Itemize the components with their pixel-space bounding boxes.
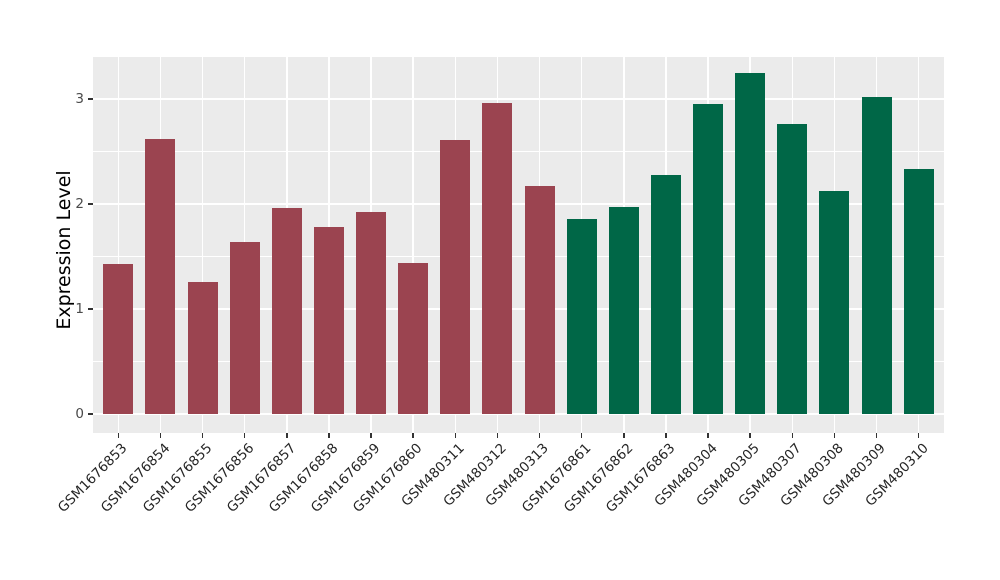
- x-tick-mark: [243, 433, 246, 438]
- major-gridline: [93, 98, 944, 100]
- bar-GSM480309: [861, 96, 892, 414]
- x-tick-mark: [328, 433, 330, 438]
- minor-gridline: [93, 151, 944, 152]
- bar-GSM1676856: [229, 241, 260, 414]
- y-axis-title: Expression Level: [53, 170, 75, 330]
- bar-GSM480307: [777, 124, 808, 414]
- bar-GSM480304: [693, 104, 724, 414]
- x-tick-mark: [749, 433, 751, 438]
- bar-GSM1676854: [145, 138, 176, 414]
- vertical-gridline: [117, 57, 120, 433]
- x-tick-mark: [201, 433, 204, 438]
- bar-GSM480311: [440, 139, 471, 414]
- y-tick-label: 1: [75, 301, 84, 317]
- major-gridline: [93, 203, 944, 205]
- y-tick-label: 3: [75, 91, 84, 107]
- major-gridline: [93, 413, 944, 415]
- y-tick-mark: [88, 413, 93, 415]
- x-tick-mark: [875, 433, 878, 438]
- bar-GSM1676863: [650, 174, 681, 414]
- bar-GSM1676858: [313, 227, 344, 414]
- x-tick-mark: [791, 433, 794, 438]
- x-tick-mark: [370, 433, 372, 438]
- bar-GSM1676860: [398, 262, 429, 414]
- bar-GSM1676855: [187, 281, 218, 414]
- y-tick-mark: [88, 308, 93, 310]
- x-tick-mark: [917, 433, 920, 438]
- bar-GSM1676861: [566, 218, 597, 414]
- x-tick-mark: [623, 433, 625, 438]
- bar-GSM480313: [524, 186, 555, 414]
- x-tick-mark: [454, 433, 457, 438]
- bar-GSM1676862: [608, 207, 639, 414]
- y-tick-mark: [88, 203, 93, 205]
- bar-GSM1676859: [356, 212, 387, 414]
- bar-GSM480312: [482, 103, 513, 414]
- x-tick-mark: [117, 433, 120, 438]
- x-tick-mark: [159, 433, 162, 438]
- minor-gridline: [93, 256, 944, 257]
- y-tick-mark: [88, 98, 93, 100]
- vertical-gridline: [201, 57, 204, 433]
- vertical-gridline: [412, 57, 414, 433]
- bar-GSM1676857: [271, 208, 302, 414]
- x-tick-mark: [833, 433, 836, 438]
- x-tick-mark: [286, 433, 288, 438]
- x-tick-mark: [580, 433, 583, 438]
- x-tick-mark: [665, 433, 667, 438]
- x-tick-mark: [412, 433, 414, 438]
- bar-GSM1676853: [103, 263, 134, 414]
- bar-GSM480310: [903, 169, 934, 414]
- bar-GSM480308: [819, 191, 850, 414]
- plot-panel: [93, 57, 944, 433]
- x-tick-mark: [707, 433, 709, 438]
- x-tick-mark: [496, 433, 499, 438]
- y-tick-label: 0: [75, 406, 84, 422]
- x-tick-mark: [538, 433, 541, 438]
- bar-GSM480305: [735, 72, 766, 414]
- y-tick-label: 2: [75, 196, 84, 212]
- minor-gridline: [93, 361, 944, 362]
- major-gridline: [93, 308, 944, 310]
